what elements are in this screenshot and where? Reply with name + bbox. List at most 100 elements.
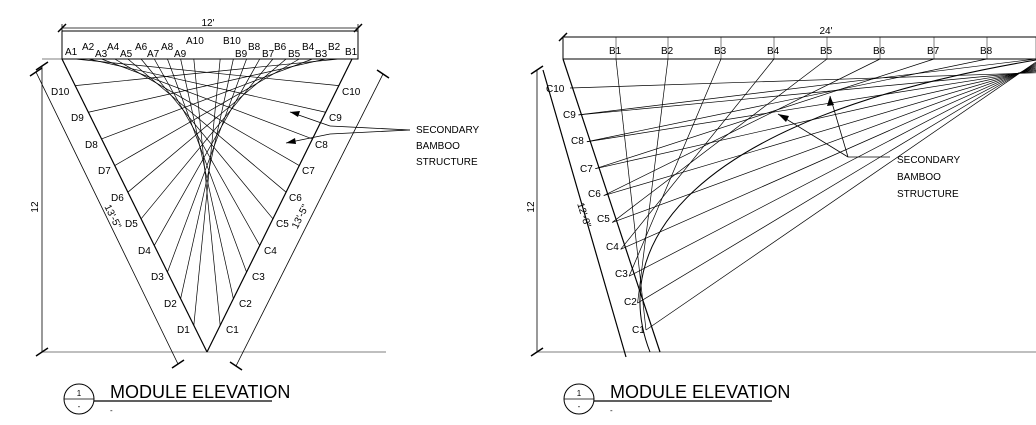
right-title: MODULE ELEVATION [610, 382, 790, 402]
right-label-c2: C2 [624, 297, 637, 308]
right-diag-dimension-line [235, 73, 384, 367]
label-d7: D7 [98, 166, 111, 177]
right-label-b8: B8 [980, 46, 993, 57]
left-grid-b5 [127, 58, 287, 193]
right-label-b1: B1 [609, 46, 622, 57]
right-side-outer [562, 58, 661, 353]
label-a4: A4 [107, 42, 120, 53]
label-a9: A9 [174, 49, 187, 60]
right-label-c3: C3 [615, 269, 628, 280]
label-c4: C4 [264, 246, 277, 257]
right-top-dimension: 24' [819, 26, 832, 37]
right-label-b2: B2 [661, 46, 674, 57]
label-a2: A2 [82, 42, 95, 53]
right-label-c10: C10 [546, 84, 565, 95]
callout-line-1: SECONDARY [416, 125, 479, 136]
left-diag-dimension-line [35, 71, 179, 365]
right-grid-b4 [620, 58, 775, 250]
right-label-c7: C7 [580, 164, 593, 175]
label-b4: B4 [302, 42, 315, 53]
label-d9: D9 [71, 113, 84, 124]
left-top-dimension: 12' [201, 18, 214, 29]
right-label-b4: B4 [767, 46, 780, 57]
label-c3: C3 [252, 272, 265, 283]
left-vertical-dimension: 12 [30, 201, 41, 213]
label-b3: B3 [315, 49, 328, 60]
left-title: MODULE ELEVATION [110, 382, 290, 402]
right-diag-dimension: 13'-5" [290, 203, 312, 231]
label-b5: B5 [288, 49, 301, 60]
left-grid-b1 [75, 58, 339, 86]
right-grid-c5 [612, 66, 1036, 223]
label-c6: C6 [289, 193, 302, 204]
left-grid-b10 [193, 58, 221, 326]
label-b2: B2 [328, 42, 341, 53]
callout-arrowhead-2 [286, 138, 296, 144]
right-callout-line-3: STRUCTURE [897, 189, 959, 200]
left-grid-b2 [88, 58, 326, 113]
right-callout-arrowhead-2 [827, 96, 834, 106]
label-a7: A7 [147, 49, 160, 60]
right-grid-c10 [569, 72, 1036, 89]
left-grid-b9 [180, 58, 234, 299]
right-secondary-grid [569, 37, 1036, 331]
label-c2: C2 [239, 299, 252, 310]
right-module-elevation: 24' 12 12'-8" SECONDARY BAMBOO STRUCTURE… [526, 26, 1036, 415]
label-d8: D8 [85, 140, 98, 151]
callout-arrowhead-1 [290, 111, 300, 117]
left-title-number: 1 [77, 389, 82, 398]
left-side-left [61, 58, 208, 353]
right-grid-b3 [628, 58, 722, 277]
label-a8: A8 [161, 42, 174, 53]
label-d10: D10 [51, 87, 70, 98]
right-label-b7: B7 [927, 46, 940, 57]
right-label-b6: B6 [873, 46, 886, 57]
right-label-c6: C6 [588, 189, 601, 200]
right-label-b3: B3 [714, 46, 727, 57]
left-module-elevation: 12' 13'-5" 13'-5" 12 SECONDARY BAMBOO ST [29, 18, 479, 415]
left-diag-dimension: 13'-5" [102, 203, 124, 231]
label-d6: D6 [111, 193, 124, 204]
label-a6: A6 [135, 42, 148, 53]
right-callout-line-1: SECONDARY [897, 155, 960, 166]
right-label-b5: B5 [820, 46, 833, 57]
right-title-number: 1 [577, 389, 582, 398]
label-b10: B10 [223, 36, 241, 47]
label-d1: D1 [177, 325, 190, 336]
right-grid-c9 [578, 71, 1036, 116]
left-grid-b4 [114, 58, 300, 166]
label-d2: D2 [164, 299, 177, 310]
right-vertical-dimension: 12 [526, 201, 537, 213]
label-d5: D5 [125, 219, 138, 230]
right-title-sheet: - [578, 402, 581, 411]
label-d4: D4 [138, 246, 151, 257]
left-grid-b3 [101, 58, 313, 140]
right-envelope-curve [639, 59, 1036, 353]
right-grid-b9 [578, 58, 1036, 116]
left-title-sheet: - [78, 402, 81, 411]
right-grid-c7 [595, 68, 1036, 170]
right-side-inner [542, 69, 627, 358]
label-a5: A5 [120, 49, 133, 60]
label-c7: C7 [302, 166, 315, 177]
left-side-right [206, 58, 353, 353]
left-top-member [61, 30, 359, 60]
right-title-scale: - [610, 406, 613, 415]
right-grid-c1 [645, 61, 1036, 331]
left-grid-b7 [153, 58, 261, 246]
callout-line-3: STRUCTURE [416, 157, 478, 168]
label-c1: C1 [226, 325, 239, 336]
right-callout-line-2: BAMBOO [897, 172, 941, 183]
label-d3: D3 [151, 272, 164, 283]
label-a1: A1 [65, 47, 78, 58]
right-label-c8: C8 [571, 136, 584, 147]
right-label-c9: C9 [563, 110, 576, 121]
right-grid-b1 [615, 58, 647, 331]
right-callout-leader-2 [829, 95, 849, 158]
label-c9: C9 [329, 113, 342, 124]
right-grid-c2 [637, 62, 1036, 304]
left-grid-b8 [167, 58, 247, 273]
right-grid-c6 [603, 67, 1036, 196]
label-a10: A10 [186, 36, 204, 47]
